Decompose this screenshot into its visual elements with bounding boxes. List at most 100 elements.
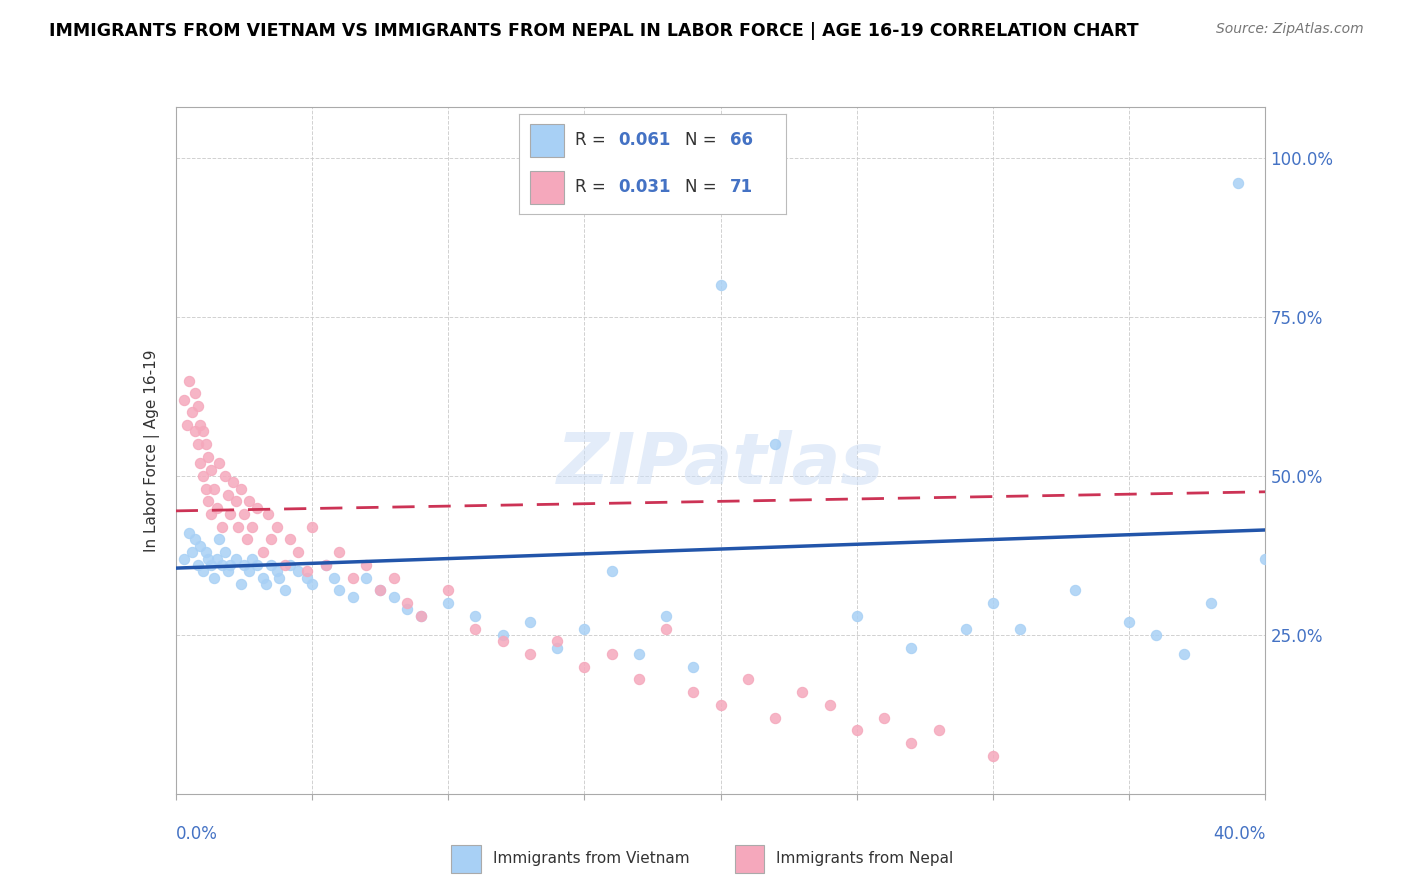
- Text: Immigrants from Vietnam: Immigrants from Vietnam: [492, 852, 689, 866]
- Point: [266, 564, 288, 578]
- Point: [181, 545, 204, 559]
- Point: [188, 417, 211, 432]
- Point: [315, 558, 337, 572]
- Point: [274, 583, 297, 598]
- Point: [655, 608, 678, 623]
- Point: [1227, 177, 1250, 191]
- Text: 0.0%: 0.0%: [176, 825, 218, 843]
- Point: [231, 482, 253, 496]
- Point: [194, 482, 217, 496]
- Point: [240, 551, 263, 566]
- Point: [818, 698, 841, 712]
- Point: [710, 278, 733, 293]
- Point: [627, 647, 650, 661]
- Point: [763, 710, 786, 724]
- Point: [981, 748, 1004, 763]
- Point: [845, 723, 868, 738]
- Point: [437, 583, 460, 598]
- Point: [225, 551, 247, 566]
- Point: [179, 526, 201, 541]
- Point: [396, 596, 419, 610]
- Point: [269, 571, 291, 585]
- Point: [266, 520, 288, 534]
- Point: [179, 374, 201, 388]
- Point: [222, 475, 245, 490]
- Point: [219, 558, 242, 572]
- Point: [382, 571, 405, 585]
- Point: [214, 469, 236, 483]
- Point: [274, 558, 297, 572]
- Point: [219, 507, 242, 521]
- Point: [409, 608, 432, 623]
- Point: [197, 551, 219, 566]
- Point: [184, 386, 207, 401]
- Point: [600, 564, 623, 578]
- Point: [546, 634, 568, 648]
- Point: [188, 456, 211, 470]
- Point: [181, 405, 204, 419]
- Point: [519, 615, 541, 630]
- Point: [873, 710, 896, 724]
- Point: [710, 698, 733, 712]
- Point: [301, 577, 323, 591]
- Point: [382, 590, 405, 604]
- Point: [208, 456, 231, 470]
- Point: [202, 571, 225, 585]
- Point: [792, 685, 814, 699]
- Point: [763, 437, 786, 451]
- Point: [278, 558, 301, 572]
- Point: [328, 545, 350, 559]
- Point: [900, 736, 922, 750]
- Point: [278, 533, 301, 547]
- Point: [231, 577, 253, 591]
- Text: IMMIGRANTS FROM VIETNAM VS IMMIGRANTS FROM NEPAL IN LABOR FORCE | AGE 16-19 CORR: IMMIGRANTS FROM VIETNAM VS IMMIGRANTS FR…: [49, 22, 1139, 40]
- Point: [1118, 615, 1140, 630]
- Point: [238, 494, 260, 508]
- Point: [409, 608, 432, 623]
- Point: [232, 507, 254, 521]
- Bar: [451, 846, 481, 872]
- Point: [315, 558, 337, 572]
- Point: [368, 583, 391, 598]
- Point: [900, 640, 922, 655]
- Point: [211, 558, 233, 572]
- Point: [574, 659, 596, 673]
- Point: [928, 723, 950, 738]
- Point: [173, 392, 195, 407]
- Point: [252, 545, 274, 559]
- Point: [228, 520, 250, 534]
- Point: [682, 685, 704, 699]
- Point: [200, 507, 222, 521]
- Point: [257, 507, 280, 521]
- Point: [322, 571, 344, 585]
- Text: Source: ZipAtlas.com: Source: ZipAtlas.com: [1216, 22, 1364, 37]
- Point: [519, 647, 541, 661]
- Y-axis label: In Labor Force | Age 16-19: In Labor Force | Age 16-19: [143, 349, 160, 552]
- Point: [1173, 647, 1195, 661]
- Point: [176, 417, 198, 432]
- Point: [1254, 551, 1277, 566]
- Point: [238, 564, 260, 578]
- Point: [1144, 628, 1167, 642]
- Point: [437, 596, 460, 610]
- Point: [600, 647, 623, 661]
- Point: [464, 622, 486, 636]
- Point: [1010, 622, 1032, 636]
- Point: [295, 564, 318, 578]
- Point: [184, 533, 207, 547]
- Text: ZIPatlas: ZIPatlas: [557, 430, 884, 499]
- Point: [205, 500, 228, 515]
- Point: [655, 622, 678, 636]
- Point: [240, 520, 263, 534]
- Point: [627, 673, 650, 687]
- Point: [191, 469, 214, 483]
- Point: [191, 425, 214, 439]
- Point: [260, 533, 283, 547]
- Point: [191, 564, 214, 578]
- Point: [232, 558, 254, 572]
- Text: 40.0%: 40.0%: [1213, 825, 1265, 843]
- Point: [301, 520, 323, 534]
- Point: [368, 583, 391, 598]
- Point: [682, 659, 704, 673]
- Point: [356, 558, 378, 572]
